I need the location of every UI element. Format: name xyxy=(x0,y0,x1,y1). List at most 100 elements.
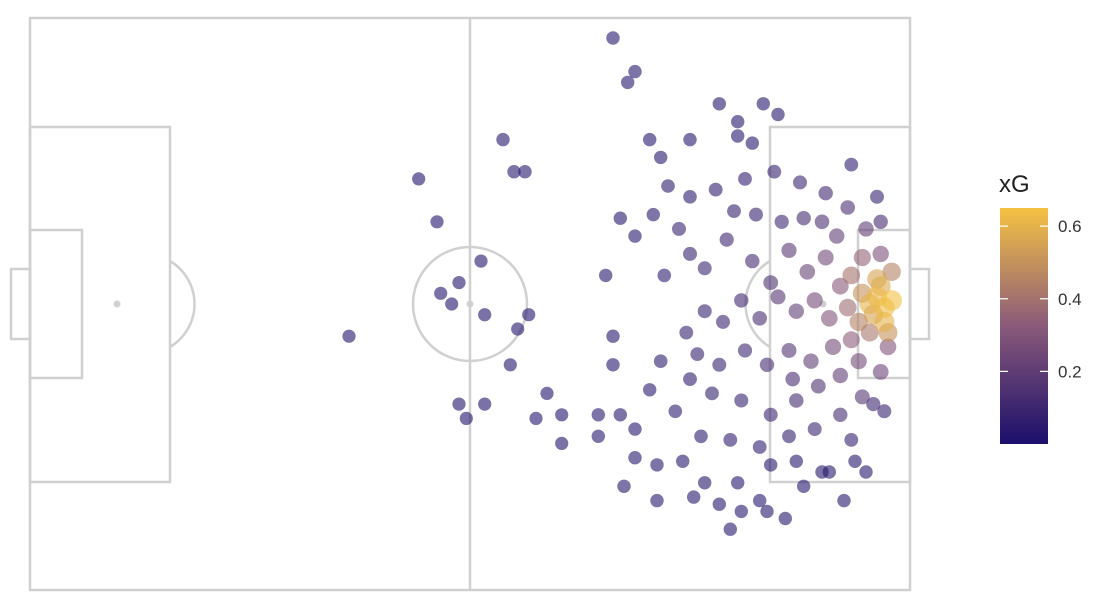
shot-point xyxy=(412,172,426,186)
shot-point xyxy=(859,465,873,479)
shot-point xyxy=(628,451,642,465)
shot-point xyxy=(760,504,774,519)
shot-point xyxy=(734,393,749,408)
shot-point xyxy=(672,221,686,236)
shot-point xyxy=(518,165,532,179)
shot-point xyxy=(870,189,884,204)
shot-point xyxy=(771,107,785,122)
shot-point xyxy=(617,479,631,493)
legend-title: xG xyxy=(999,171,1030,198)
shot-point xyxy=(657,268,672,283)
centre-spot xyxy=(466,300,474,308)
shot-point xyxy=(759,357,775,372)
shot-point xyxy=(653,354,668,369)
shot-point xyxy=(687,490,701,504)
shot-point xyxy=(694,429,708,444)
shot-point xyxy=(799,264,816,280)
shot-point xyxy=(712,497,726,511)
left-six-yard-box xyxy=(28,228,84,380)
shot-point xyxy=(708,182,723,197)
shot-point xyxy=(781,242,797,258)
shot-point xyxy=(837,493,851,508)
shot-points-layer xyxy=(342,31,902,536)
shot-point xyxy=(872,364,889,380)
shot-point xyxy=(796,211,811,226)
left-penalty-arc xyxy=(169,259,196,349)
shot-point xyxy=(844,433,859,447)
shot-point xyxy=(833,407,848,422)
shot-point xyxy=(697,304,712,319)
shot-point xyxy=(474,254,488,268)
shot-point xyxy=(774,214,789,229)
shot-point xyxy=(628,229,642,243)
shot-point xyxy=(737,343,753,358)
shot-point xyxy=(770,289,786,305)
shot-point xyxy=(763,407,778,422)
shot-point xyxy=(803,353,819,369)
shot-point xyxy=(555,408,569,422)
shot-point xyxy=(606,31,620,45)
shot-point xyxy=(540,386,554,400)
shot-point xyxy=(829,228,845,244)
shot-point xyxy=(661,179,675,193)
shot-point xyxy=(810,378,826,394)
shot-point xyxy=(806,292,823,309)
shot-point xyxy=(683,190,697,204)
shot-point xyxy=(712,357,727,372)
shot-point xyxy=(844,157,859,172)
shot-point xyxy=(850,353,867,370)
shot-point xyxy=(628,422,642,436)
shot-point xyxy=(831,277,849,295)
shot-point xyxy=(793,175,807,190)
shot-point xyxy=(679,325,694,340)
shot-point xyxy=(731,115,745,129)
shot-point xyxy=(752,440,767,454)
shot-point xyxy=(613,211,627,225)
shot-point xyxy=(866,397,881,412)
shot-point xyxy=(529,411,543,425)
shot-point xyxy=(731,129,745,143)
shot-point xyxy=(452,397,466,411)
football-pitch xyxy=(9,16,931,592)
shot-point xyxy=(763,275,779,290)
shot-point xyxy=(591,429,605,443)
shot-point xyxy=(882,262,901,281)
shot-point xyxy=(591,408,605,422)
shot-point xyxy=(496,132,510,147)
shot-point xyxy=(705,386,719,401)
legend-tick-label: 0.2 xyxy=(1058,362,1082,381)
shot-point xyxy=(503,358,517,372)
shot-point xyxy=(606,329,620,343)
shot-point xyxy=(606,358,620,372)
shot-point xyxy=(445,297,459,311)
shot-point xyxy=(838,298,857,317)
left-penalty-spot xyxy=(113,300,121,308)
shot-point xyxy=(731,476,745,490)
shot-point xyxy=(650,458,664,472)
shot-point xyxy=(853,248,871,267)
shot-point xyxy=(879,338,897,356)
shot-point xyxy=(719,232,734,247)
shot-point xyxy=(643,132,657,147)
shot-point xyxy=(434,286,448,300)
shot-point xyxy=(749,207,763,222)
shot-point xyxy=(712,97,726,111)
shot-point xyxy=(716,314,730,329)
shot-point xyxy=(628,64,642,79)
shot-point xyxy=(842,331,860,349)
shot-point xyxy=(854,389,870,405)
shot-point xyxy=(789,393,804,408)
shot-point xyxy=(459,411,473,425)
shot-point xyxy=(734,293,749,308)
shot-point xyxy=(821,310,838,327)
shot-point xyxy=(781,343,797,358)
shot-point xyxy=(511,322,525,336)
shot-point xyxy=(753,493,767,508)
shot-point xyxy=(789,454,803,468)
shot-point xyxy=(785,371,800,387)
shot-point xyxy=(764,458,778,472)
shot-point xyxy=(723,433,738,447)
shot-point xyxy=(822,465,836,479)
shot-point xyxy=(698,476,712,490)
